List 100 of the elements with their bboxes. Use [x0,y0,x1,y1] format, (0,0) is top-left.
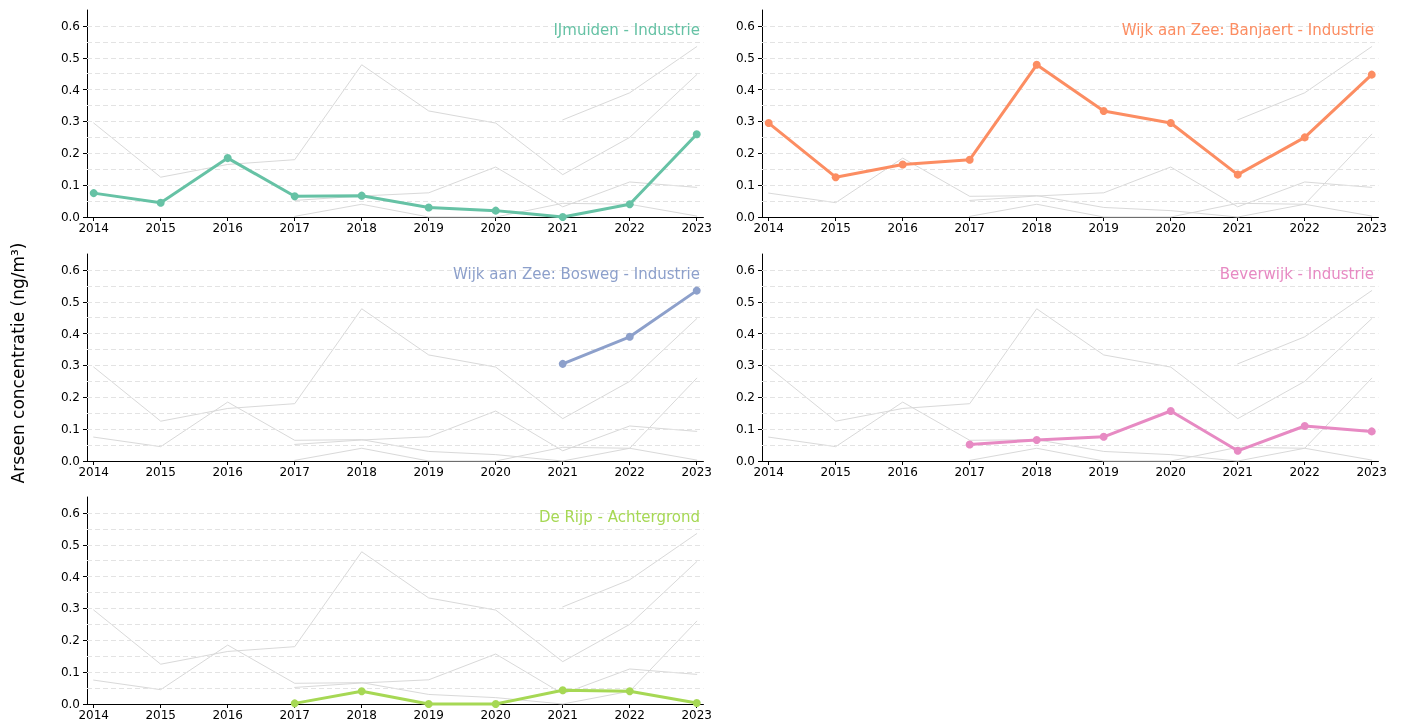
x-tick-label: 2018 [1021,221,1052,235]
x-tick-label: 2014 [78,464,109,479]
y-tick-label: 0.4 [60,82,80,97]
y-tick-label: 0.1 [60,665,80,680]
point [1099,432,1108,441]
point [357,191,366,200]
x-tick-label: 2021 [547,464,578,479]
point [1099,106,1108,115]
point [625,687,634,696]
x-tick-label: 2022 [614,708,645,722]
x-tick-label: 2016 [887,221,918,235]
point [558,359,567,368]
x-tick-label: 2017 [279,221,310,235]
x-tick-label: 2017 [279,708,310,722]
text: Wijk aan Zee: Banjaert - Industrie [1121,20,1375,39]
x-tick-label: 2023 [681,464,712,479]
x-tick-label: 2017 [954,221,985,235]
y-tick-label: 0.0 [60,697,80,711]
y-tick-label: 0.5 [735,294,755,309]
y-tick-label: 0.3 [60,357,80,372]
point [965,439,974,448]
y-tick-label: 0.3 [735,357,755,372]
text: Beverwijk - Industrie [1219,264,1374,282]
y-tick-label: 0.2 [735,146,755,161]
y-tick-label: 0.4 [735,82,755,97]
x-tick-label: 2017 [954,464,985,479]
point [1300,421,1309,430]
y-tick-label: 0.3 [60,114,80,129]
point [89,189,98,198]
x-tick-label: 2020 [480,464,511,479]
y-tick-label: 0.0 [60,210,80,224]
y-tick-label: 0.1 [60,421,80,436]
x-tick-label: 2015 [145,221,176,235]
point [764,119,773,128]
x-tick-label: 2022 [614,221,645,235]
x-tick-label: 2021 [1222,464,1253,479]
y-tick-label: 0.3 [60,601,80,616]
point [1166,406,1175,415]
x-tick-label: 2018 [1021,464,1052,479]
point [156,198,165,207]
point [1233,446,1242,455]
y-tick-label: 0.6 [60,18,80,33]
point [692,286,701,295]
y-tick-label: 0.2 [60,146,80,161]
x-tick-label: 2023 [1356,221,1387,235]
x-tick-label: 2018 [346,221,377,235]
point [558,213,567,221]
point [692,130,701,139]
point [965,155,974,164]
y-tick-label: 0.2 [60,389,80,404]
y-tick-label: 0.1 [735,421,755,436]
x-tick-label: 2019 [413,464,444,479]
point [491,700,500,708]
x-tick-label: 2020 [1155,221,1186,235]
point [558,686,567,695]
text: IJmuiden - Industrie [553,20,700,39]
x-tick-label: 2020 [1155,464,1186,479]
x-tick-label: 2021 [547,221,578,235]
point [290,699,299,708]
x-tick-label: 2014 [78,221,109,235]
x-tick-label: 2020 [480,221,511,235]
x-tick-label: 2016 [887,464,918,479]
point [1032,60,1041,69]
y-tick-label: 0.5 [60,294,80,309]
x-tick-label: 2023 [681,221,712,235]
y-tick-label: 0.0 [735,453,755,468]
x-tick-label: 2018 [346,464,377,479]
x-tick-label: 2019 [1088,464,1119,479]
point [357,687,366,696]
y-tick-label: 0.6 [60,505,80,520]
x-tick-label: 2014 [753,221,784,235]
x-tick-label: 2016 [212,221,243,235]
point [1233,170,1242,179]
x-tick-label: 2019 [413,221,444,235]
point [290,192,299,201]
y-tick-label: 0.4 [60,569,80,584]
y-tick-label: 0.1 [735,178,755,193]
x-tick-label: 2016 [212,708,243,722]
y-axis-title: Arseen concentratie (ng/m³) [8,242,28,484]
x-tick-label: 2019 [413,708,444,722]
y-tick-label: 0.3 [735,114,755,129]
x-tick-label: 2015 [820,221,851,235]
point [424,203,433,212]
x-tick-label: 2018 [346,708,377,722]
x-tick-label: 2023 [1356,464,1387,479]
x-tick-label: 2021 [1222,221,1253,235]
point [1032,435,1041,444]
y-tick-label: 0.2 [60,633,80,648]
x-tick-label: 2015 [820,464,851,479]
y-tick-label: 0.5 [60,537,80,552]
point [1367,70,1376,79]
x-tick-label: 2022 [1289,464,1320,479]
point [1367,426,1376,435]
x-tick-label: 2019 [1088,221,1119,235]
point [831,173,840,182]
y-tick-label: 0.6 [735,18,755,33]
y-tick-label: 0.6 [60,262,80,277]
y-tick-label: 0.2 [735,389,755,404]
x-tick-label: 2020 [480,708,511,722]
x-tick-label: 2021 [547,708,578,722]
